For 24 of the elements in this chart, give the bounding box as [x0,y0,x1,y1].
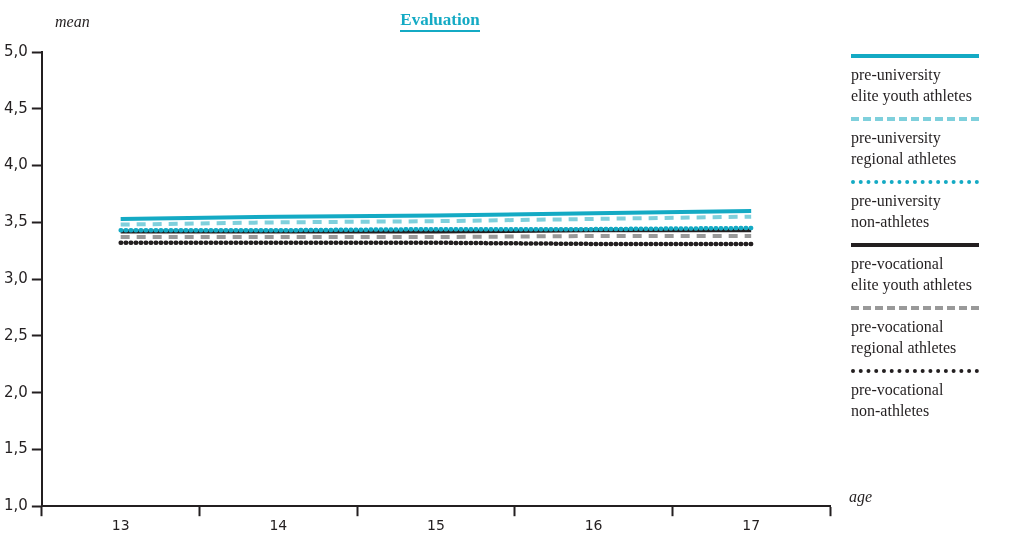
text: pre-university regional athletes [851,128,958,169]
text: pre-university elite youth athletes [851,65,973,106]
y-tick-label: 1,5 [4,439,28,458]
x-tick-label: 15 [427,517,445,534]
line-series [118,214,754,227]
text: pre-university non-athletes [851,191,942,232]
text: pre-vocational elite youth athletes [851,254,973,295]
y-tick-label: 1,0 [4,496,28,515]
y-tick-label: 4,5 [4,98,28,117]
y-tick-label: 4,0 [4,155,28,174]
text: pre-vocational regional athletes [851,317,958,358]
y-tick-label: 3,5 [4,212,28,231]
x-axis-title: age [849,488,873,506]
x-tick-label: 16 [584,517,603,534]
text: pre-vocational non-athletes [851,380,945,421]
y-tick-label: 3,0 [4,268,28,287]
y-axis-title: mean [55,13,90,31]
chart-title: Evaluation [400,10,480,32]
y-tick-label: 2,5 [4,325,28,344]
y-tick-label: 2,0 [4,382,28,401]
x-tick-label: 14 [269,517,288,534]
x-tick-label: 13 [111,517,130,534]
x-tick-label: 17 [742,517,761,534]
y-tick-label: 5,0 [4,41,28,60]
